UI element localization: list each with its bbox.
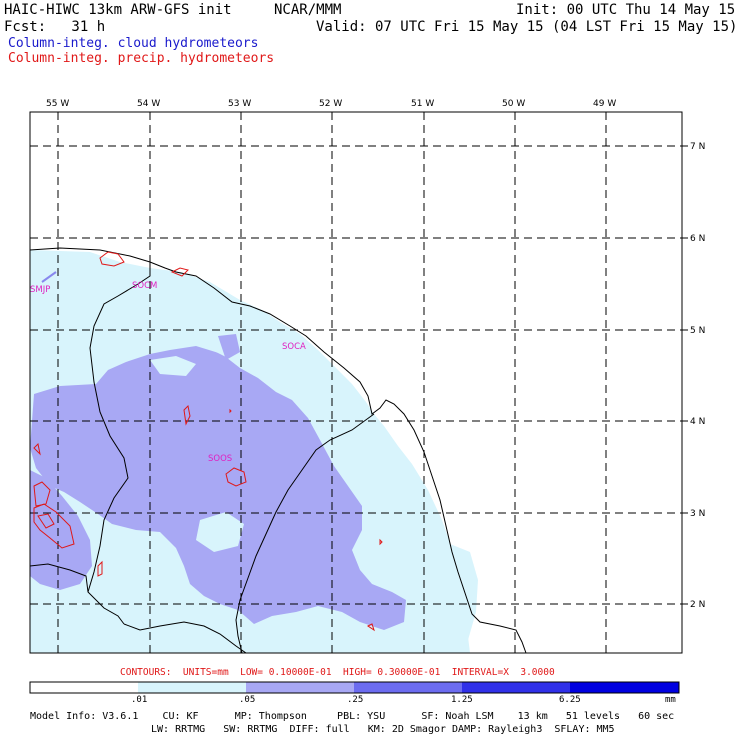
lat-label-7n: 7 N bbox=[690, 142, 705, 152]
lat-label-3n: 3 N bbox=[690, 509, 705, 519]
lat-label-5n: 5 N bbox=[690, 326, 705, 336]
lon-label-50w: 50 W bbox=[502, 99, 525, 109]
cloud-field-mid bbox=[30, 346, 406, 630]
map-field bbox=[30, 112, 682, 653]
coastline bbox=[30, 247, 527, 653]
latlon-grid bbox=[30, 112, 682, 653]
model-info-line2: LW: RRTMG SW: RRTMG DIFF: full KM: 2D Sm… bbox=[151, 724, 615, 735]
lat-label-4n: 4 N bbox=[690, 417, 705, 427]
precip-contours bbox=[33, 251, 383, 632]
precip-legend: Column-integ. precip. hydrometeors bbox=[8, 51, 275, 66]
lon-label-53w: 53 W bbox=[228, 99, 251, 109]
lon-label-55w: 55 W bbox=[46, 99, 69, 109]
valid-time: Valid: 07 UTC Fri 15 May 15 (04 LST Fri … bbox=[316, 19, 738, 35]
lon-label-52w: 52 W bbox=[319, 99, 342, 109]
lon-label-49w: 49 W bbox=[593, 99, 616, 109]
colorbar-unit: mm bbox=[665, 695, 676, 705]
station-soca: SOCA bbox=[282, 342, 306, 352]
contours-info: CONTOURS: UNITS=mm LOW= 0.10000E-01 HIGH… bbox=[120, 667, 555, 678]
station-smjp: SMJP bbox=[30, 285, 50, 295]
colorbar-tick-005: .05 bbox=[239, 695, 256, 705]
lon-label-51w: 51 W bbox=[411, 99, 434, 109]
init-time: Init: 00 UTC Thu 14 May 15 bbox=[516, 2, 736, 18]
lat-ticks bbox=[682, 145, 688, 605]
sea-feature bbox=[41, 271, 57, 283]
lat-label-6n: 6 N bbox=[690, 234, 705, 244]
cloud-field-light-east bbox=[424, 540, 478, 653]
colorbar-tick-625: 6.25 bbox=[559, 695, 581, 705]
cloud-field-mid-west bbox=[30, 470, 92, 590]
colorbar-tick-001: .01 bbox=[131, 695, 148, 705]
forecast-hour: Fcst: 31 h bbox=[4, 19, 106, 35]
station-soos: SOOS bbox=[208, 454, 232, 464]
cloud-legend: Column-integ. cloud hydrometeors bbox=[8, 36, 259, 51]
model-title: HAIC-HIWC 13km ARW-GFS init bbox=[4, 2, 232, 18]
lat-label-2n: 2 N bbox=[690, 600, 705, 610]
organization: NCAR/MMM bbox=[274, 2, 342, 18]
colorbar-tick-025: .25 bbox=[347, 695, 364, 705]
colorbar-tick-125: 1.25 bbox=[451, 695, 473, 705]
station-socm: SOCM bbox=[132, 281, 157, 291]
map-frame bbox=[29, 111, 683, 654]
lon-label-54w: 54 W bbox=[137, 99, 160, 109]
model-info-line1: Model Info: V3.6.1 CU: KF MP: Thompson P… bbox=[30, 711, 675, 722]
colorbar bbox=[29, 681, 680, 694]
